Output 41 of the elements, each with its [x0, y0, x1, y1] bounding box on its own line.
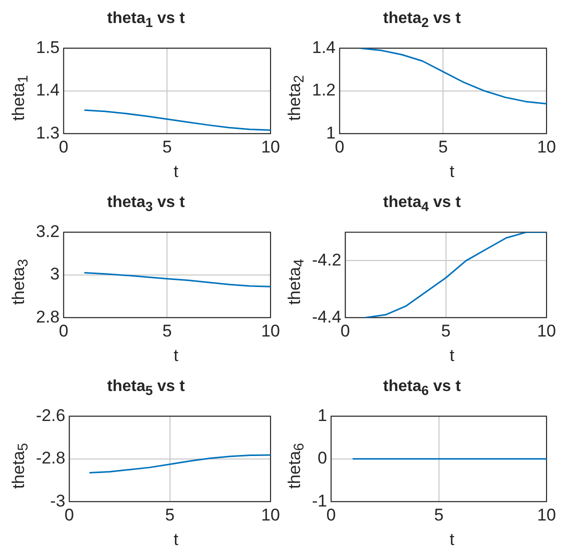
y-tick-label: -4.2	[312, 250, 342, 270]
x-tick-label: 10	[537, 321, 556, 340]
y-tick-label: 1.4	[312, 38, 336, 57]
x-tick-label: 5	[434, 505, 444, 524]
x-axis-title: t	[172, 162, 180, 182]
x-tick-label: 5	[165, 505, 175, 524]
y-tick-label: 1.3	[36, 123, 60, 142]
x-tick-label: 10	[537, 505, 556, 524]
x-tick-label: 10	[261, 137, 280, 156]
x-axis-title: t	[448, 162, 456, 182]
x-tick-label: 5	[162, 321, 172, 340]
x-tick-label: 10	[261, 505, 280, 524]
chart-title: theta$_{6}$ vs t	[382, 377, 462, 400]
chart-title: theta$_{4}$ vs t	[382, 193, 462, 216]
x-axis-title: t	[172, 346, 180, 366]
y-tick-label: 3	[50, 264, 60, 284]
x-tick-label: 10	[261, 321, 280, 340]
y-tick-label: 3.2	[36, 222, 60, 241]
x-tick-label: 10	[537, 137, 556, 156]
y-tick-label: -3	[50, 491, 66, 510]
x-axis-title: t	[448, 346, 456, 366]
y-tick-label: 1	[326, 123, 336, 142]
chart-title: theta$_{1}$ vs t	[106, 9, 186, 32]
y-tick-label: -1	[312, 491, 328, 510]
chart-title: theta$_{3}$ vs t	[106, 193, 186, 216]
x-axis-title: t	[448, 530, 456, 550]
y-tick-label: 2.8	[36, 307, 60, 326]
y-tick-label: 1.5	[36, 38, 60, 57]
y-tick-label: 0	[318, 448, 328, 468]
chart-title: theta$_{2}$ vs t	[382, 9, 462, 32]
x-tick-label: 5	[438, 137, 448, 156]
x-tick-label: 5	[162, 137, 172, 156]
chart-title: theta$_{5}$ vs t	[106, 377, 186, 400]
y-tick-label: 1	[318, 406, 328, 425]
y-tick-label: 1.2	[312, 80, 336, 100]
y-tick-label: -2.6	[36, 406, 66, 425]
y-tick-label: 1.4	[36, 80, 60, 100]
y-tick-label: -2.8	[36, 448, 66, 468]
y-tick-label: -4.4	[312, 307, 342, 326]
x-axis-title: t	[172, 530, 180, 550]
x-tick-label: 5	[441, 321, 451, 340]
